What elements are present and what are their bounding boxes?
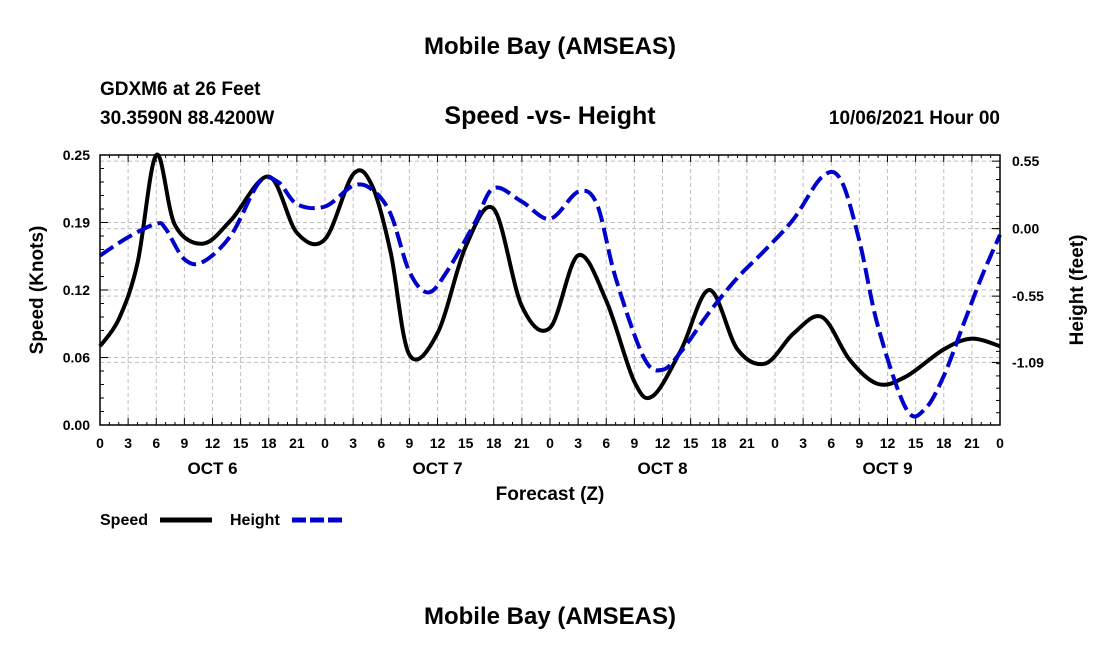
- tick-labels: 0 3 6 9 12 15 18 21 0 3 6 9 12 15 18 21 0 3 6 9 12 15 18 21 0 3 6 9…: [63, 147, 1044, 478]
- y-tick-label: 0.00: [63, 417, 90, 433]
- x-tick-label: 3: [799, 435, 807, 451]
- x-tick-label: 18: [711, 435, 727, 451]
- chart-title: Speed -vs- Height: [444, 102, 656, 130]
- x-tick-label: 12: [430, 435, 446, 451]
- station-label: GDXM6 at 26 Feet: [100, 79, 261, 100]
- x-tick-label: 3: [349, 435, 357, 451]
- x-tick-label: 3: [124, 435, 132, 451]
- y2-axis-title: Height (feet): [1067, 235, 1088, 346]
- x-tick-label: 9: [630, 435, 638, 451]
- page-title-bottom: Mobile Bay (AMSEAS): [424, 603, 676, 630]
- x-tick-label: 6: [152, 435, 160, 451]
- x-tick-label: 9: [180, 435, 188, 451]
- x-tick-label: 0: [321, 435, 329, 451]
- x-tick-label: 12: [205, 435, 221, 451]
- x-tick-label: 0: [96, 435, 104, 451]
- x-tick-label: 15: [233, 435, 249, 451]
- legend-height-label: Height: [230, 512, 280, 529]
- x-tick-label: 0: [771, 435, 779, 451]
- y2-tick-label: -0.55: [1012, 288, 1044, 304]
- legend-speed-label: Speed: [100, 512, 148, 529]
- plot-frame: [99, 154, 1001, 426]
- x-tick-label: 12: [880, 435, 896, 451]
- day-label: OCT 9: [862, 459, 912, 478]
- y-axis-title: Speed (Knots): [27, 226, 48, 355]
- x-tick-label: 15: [458, 435, 474, 451]
- page-title-top: Mobile Bay (AMSEAS): [424, 33, 676, 60]
- x-tick-label: 3: [574, 435, 582, 451]
- x-tick-label: 0: [996, 435, 1004, 451]
- day-label: OCT 8: [637, 459, 687, 478]
- x-tick-label: 6: [377, 435, 385, 451]
- x-tick-label: 12: [655, 435, 671, 451]
- x-tick-label: 21: [964, 435, 980, 451]
- x-axis-title: Forecast (Z): [496, 484, 605, 505]
- x-tick-label: 21: [289, 435, 305, 451]
- y2-tick-label: 0.55: [1012, 153, 1039, 169]
- datetime-label: 10/06/2021 Hour 00: [829, 108, 1000, 129]
- series-line-speed: [98, 152, 1001, 401]
- location-label: 30.3590N 88.4200W: [100, 108, 274, 129]
- series-lines: [98, 152, 1002, 419]
- x-tick-label: 9: [855, 435, 863, 451]
- x-tick-label: 15: [908, 435, 924, 451]
- x-tick-label: 6: [602, 435, 610, 451]
- y2-tick-label: -1.09: [1012, 354, 1044, 370]
- y-tick-label: 0.25: [63, 147, 90, 163]
- day-label: OCT 6: [187, 459, 237, 478]
- x-tick-label: 18: [261, 435, 277, 451]
- x-tick-label: 18: [486, 435, 502, 451]
- x-tick-label: 9: [405, 435, 413, 451]
- y-tick-label: 0.06: [63, 350, 90, 366]
- x-tick-label: 0: [546, 435, 554, 451]
- x-tick-label: 15: [683, 435, 699, 451]
- y2-tick-label: 0.00: [1012, 221, 1039, 237]
- y-tick-label: 0.12: [63, 282, 90, 298]
- grid-lines: [100, 155, 1000, 425]
- day-label: OCT 7: [412, 459, 462, 478]
- y-tick-label: 0.19: [63, 215, 90, 231]
- x-tick-label: 21: [514, 435, 530, 451]
- series-line-height: [98, 169, 1002, 419]
- x-tick-label: 21: [739, 435, 755, 451]
- x-tick-label: 6: [827, 435, 835, 451]
- x-tick-label: 18: [936, 435, 952, 451]
